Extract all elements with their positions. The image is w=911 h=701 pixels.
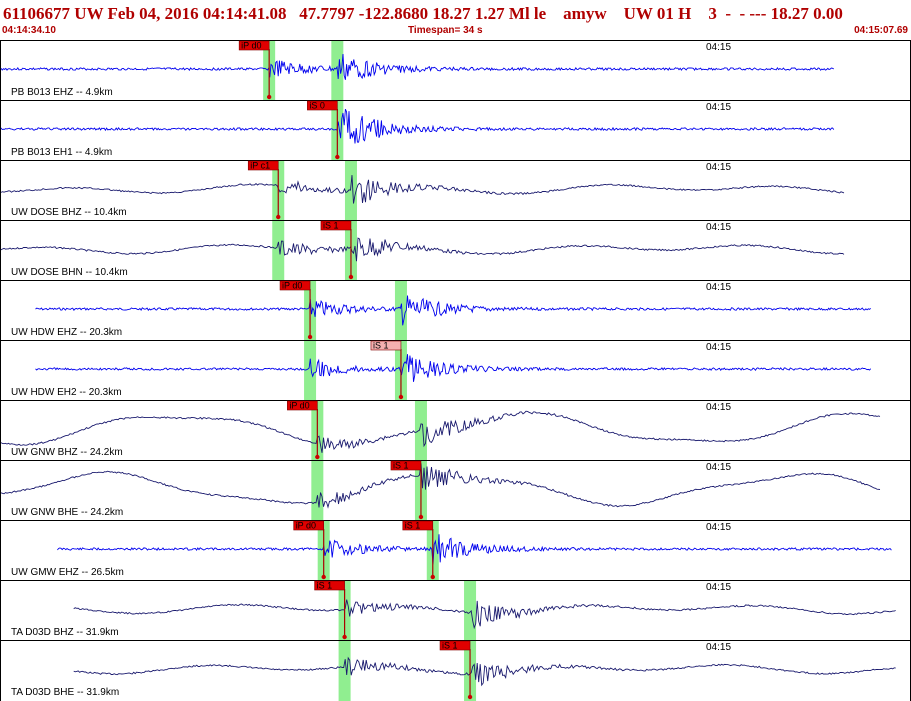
time-tick-label: 04:15 [706,462,732,473]
trace-panel[interactable]: iP d0 04:15 PB B013 EHZ -- 4.9km [0,40,911,101]
pick-label: iP c1 [250,161,270,171]
waveform-trace [0,53,835,80]
pick-label: iS 1 [373,341,389,351]
station-label: UW DOSE BHZ -- 10.4km [11,207,127,218]
trace-panel[interactable]: iS 1 04:15 TA D03D BHE -- 31.9km [0,640,911,701]
time-tick-label: 04:15 [706,162,732,173]
waveform-trace [73,656,896,687]
phase-pick-marker[interactable]: iS 1 [439,641,473,700]
pick-label: iS 1 [405,521,421,531]
seismogram-stack[interactable]: iP d0 04:15 PB B013 EHZ -- 4.9km iS 0 04:15 P… [0,40,911,701]
waveform-trace [35,354,872,382]
phase-pick-marker[interactable]: iP d0 [293,521,326,580]
trace-panel[interactable]: iP d0 04:15 UW HDW EHZ -- 20.3km [0,280,911,341]
waveform-plot: iS 1 [73,581,896,641]
trace-panel[interactable]: iP d0 iS 1 04:15 UW GMW EHZ -- 26.5km [0,520,911,581]
phase-pick-marker[interactable]: iS 1 [390,461,424,520]
event-title: 61106677 UW Feb 04, 2016 04:14:41.08 47.… [3,4,843,23]
phase-pick-marker[interactable]: iP d0 [238,41,272,100]
station-label: UW HDW EH2 -- 20.3km [11,387,122,398]
pick-label: iS 1 [317,581,333,591]
phase-pick-marker[interactable]: iS 0 [307,101,340,160]
time-tick-label: 04:15 [706,642,732,653]
pick-label: iP d0 [282,281,302,291]
station-label: PB B013 EHZ -- 4.9km [11,87,113,98]
waveform-plot: iS 1 [0,221,845,281]
trace-panel[interactable]: iS 1 04:15 TA D03D BHZ -- 31.9km [0,580,911,641]
waveform-trace [35,295,871,326]
timespan-label: Timespan= 34 s [408,25,483,36]
station-label: UW GNW BHZ -- 24.2km [11,447,123,458]
time-tick-label: 04:15 [706,402,732,413]
time-tick-label: 04:15 [706,222,732,233]
station-label: UW GMW EHZ -- 26.5km [11,567,124,578]
station-label: UW DOSE BHN -- 10.4km [11,267,128,278]
waveform-plot: iS 0 [0,101,835,161]
pick-window [414,401,427,461]
phase-pick-marker[interactable]: iP c1 [247,161,281,220]
waveform-trace [0,237,845,262]
waveform-plot: iP d0 [35,281,871,341]
pick-window [311,461,324,521]
time-tick-label: 04:15 [706,102,732,113]
pick-label: iS 1 [442,641,458,651]
pick-label: iP d0 [241,41,261,51]
time-tick-label: 04:15 [706,582,732,593]
time-header: 04:14:34.10 Timespan= 34 s 04:15:07.69 [0,25,911,39]
time-tick-label: 04:15 [706,282,732,293]
end-time: 04:15:07.69 [854,25,908,36]
waveform-trace [73,599,896,630]
time-tick-label: 04:15 [706,342,732,353]
time-tick-label: 04:15 [706,522,732,533]
trace-panel[interactable]: iS 1 04:15 UW GNW BHE -- 24.2km [0,460,911,521]
pick-label: iS 1 [393,461,409,471]
waveform-trace [0,463,881,509]
waveform-trace [0,109,835,144]
pick-window [272,221,285,281]
pick-label: iS 1 [323,221,339,231]
pick-window [338,641,351,701]
pick-label: iS 0 [309,101,325,111]
pick-label: iP d0 [296,521,316,531]
time-tick-label: 04:15 [706,42,732,53]
trace-panel[interactable]: iP c1 04:15 UW DOSE BHZ -- 10.4km [0,160,911,221]
waveform-plot: iP c1 [0,161,845,221]
phase-pick-marker[interactable]: iS 1 [314,581,347,640]
pick-window [464,581,477,641]
phase-pick-marker[interactable]: iS 1 [320,221,354,280]
pick-window [304,341,317,401]
phase-pick-marker[interactable]: iP d0 [287,401,320,460]
pick-window [394,281,407,341]
trace-panel[interactable]: iS 1 04:15 UW HDW EH2 -- 20.3km [0,340,911,401]
waveform-plot: iS 1 [35,341,872,401]
start-time: 04:14:34.10 [2,25,56,36]
waveform-plot: iP d0 iS 1 [57,521,892,581]
station-label: UW GNW BHE -- 24.2km [11,507,124,518]
waveform-trace [0,175,845,204]
waveform-trace [0,410,881,453]
waveform-plot: iP d0 [0,41,835,101]
phase-pick-marker[interactable]: iP d0 [279,281,313,340]
trace-panel[interactable]: iP d0 04:15 UW GNW BHZ -- 24.2km [0,400,911,461]
phase-pick-marker[interactable]: iS 1 [402,521,435,580]
station-label: TA D03D BHZ -- 31.9km [11,627,119,638]
station-label: UW HDW EHZ -- 20.3km [11,327,123,338]
pick-window [344,161,357,221]
waveform-plot: iS 1 [73,641,896,701]
phase-pick-marker[interactable]: iS 1 [370,341,404,400]
waveform-plot: iP d0 [0,401,881,461]
trace-panel[interactable]: iS 0 04:15 PB B013 EH1 -- 4.9km [0,100,911,161]
waveform-plot: iS 1 [0,461,881,521]
station-label: PB B013 EH1 -- 4.9km [11,147,113,158]
trace-panel[interactable]: iS 1 04:15 UW DOSE BHN -- 10.4km [0,220,911,281]
waveform-trace [57,534,892,565]
pick-label: iP d0 [289,401,309,411]
station-label: TA D03D BHE -- 31.9km [11,687,120,698]
